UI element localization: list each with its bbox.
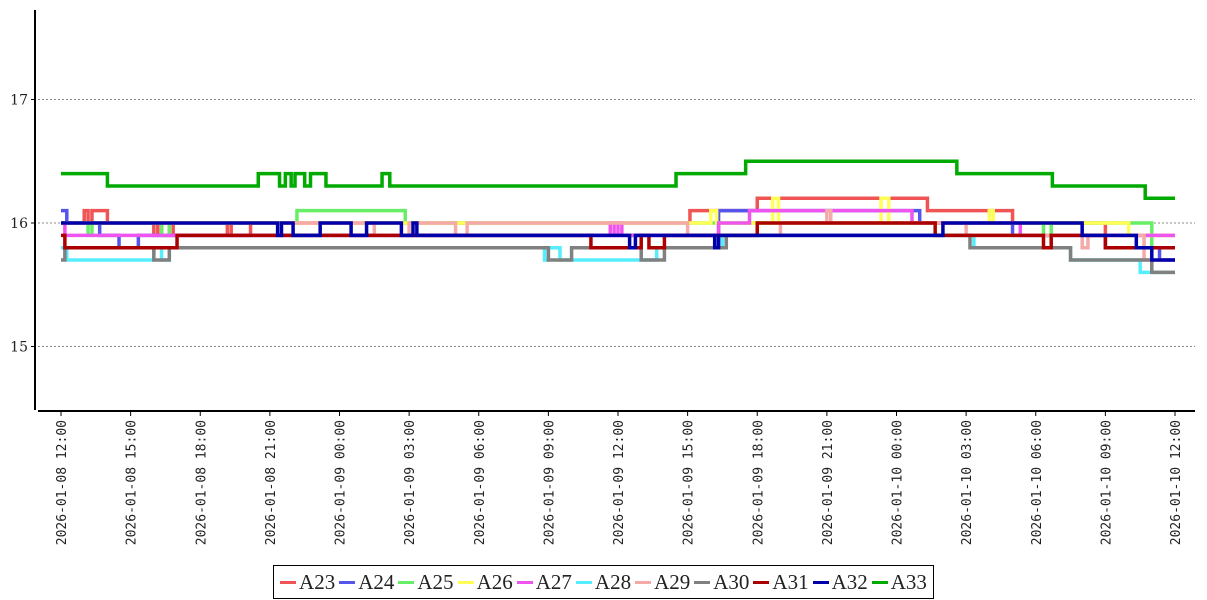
legend-label: A33 xyxy=(890,569,927,594)
x-tick-label: 2026-01-10 12:00 xyxy=(1169,420,1184,545)
series-line-a33 xyxy=(61,159,1175,201)
x-tick-label: 2026-01-10 06:00 xyxy=(1030,420,1045,545)
series-line-a31 xyxy=(61,221,1175,250)
y-tick-label: 15 xyxy=(10,340,28,356)
legend-label: A32 xyxy=(831,569,868,594)
x-tick-label: 2026-01-08 21:00 xyxy=(264,420,279,545)
legend-item-a31: A31 xyxy=(753,569,809,595)
series-line-a32 xyxy=(61,221,1175,262)
x-tick-label: 2026-01-09 15:00 xyxy=(682,420,697,545)
legend-item-a28: A28 xyxy=(575,569,632,595)
series-line-a28 xyxy=(61,233,1175,275)
legend-label: A28 xyxy=(594,569,632,594)
legend-item-a23: A23 xyxy=(280,570,335,595)
legend-item-a33: A33 xyxy=(871,569,927,595)
x-tick-label: 2026-01-09 00:00 xyxy=(334,420,349,545)
y-ticks: 15 16 17 xyxy=(10,93,35,356)
legend-swatch xyxy=(812,580,829,584)
y-tick-label: 17 xyxy=(10,93,28,109)
series-line-a23 xyxy=(61,196,1175,238)
x-tick-label: 2026-01-09 12:00 xyxy=(612,420,627,545)
legend-label: A31 xyxy=(772,569,809,594)
legend-item-a24: A24 xyxy=(339,570,394,595)
x-tick-label: 2026-01-09 06:00 xyxy=(473,420,488,545)
legend-item-a25: A25 xyxy=(398,569,454,595)
series-line-a30 xyxy=(61,233,1175,275)
x-tick-label: 2026-01-10 00:00 xyxy=(891,420,906,545)
x-tick-label: 2026-01-09 03:00 xyxy=(403,420,418,545)
legend-label: A29 xyxy=(654,569,691,594)
x-tick-label: 2026-01-09 09:00 xyxy=(542,420,557,545)
legend-item-a32: A32 xyxy=(812,569,868,595)
x-tick-label: 2026-01-08 18:00 xyxy=(194,420,209,545)
legend-swatch xyxy=(516,580,533,584)
legend-swatch xyxy=(871,580,888,584)
legend-label: A26 xyxy=(476,569,513,594)
y-tick-label: 16 xyxy=(10,216,28,232)
legend-swatch xyxy=(339,580,356,584)
legend-item-a26: A26 xyxy=(457,569,513,595)
legend-label: A30 xyxy=(713,569,750,594)
legend-swatch xyxy=(575,580,592,584)
legend-item-a30: A30 xyxy=(694,570,749,595)
series-line-a25 xyxy=(61,208,1175,250)
x-tick-label: 2026-01-08 12:00 xyxy=(55,420,70,545)
legend-swatch xyxy=(457,580,474,584)
x-tick-label: 2026-01-08 15:00 xyxy=(125,420,140,545)
series-line-a27 xyxy=(61,208,1175,238)
legend-label: A24 xyxy=(358,569,395,594)
legend-item-a29: A29 xyxy=(635,570,690,595)
x-tick-label: 2026-01-10 09:00 xyxy=(1099,420,1114,545)
legend-swatch xyxy=(753,580,770,584)
x-tick-label: 2026-01-09 21:00 xyxy=(821,420,836,545)
legend-label: A27 xyxy=(535,569,572,594)
legend: A23 A24 A25 A26 A27 A28 A29 A30 A31 A32 A33 xyxy=(273,565,934,599)
x-ticks: 2026-01-08 12:00 2026-01-08 15:00 2026-01-… xyxy=(55,411,1184,545)
series-lines xyxy=(61,159,1175,275)
legend-swatch xyxy=(280,580,297,584)
x-tick-label: 2026-01-09 18:00 xyxy=(751,420,766,545)
legend-swatch xyxy=(635,580,652,584)
legend-swatch xyxy=(398,580,415,584)
legend-item-a27: A27 xyxy=(516,569,572,595)
legend-swatch xyxy=(694,580,711,584)
legend-label: A23 xyxy=(299,569,336,594)
legend-label: A25 xyxy=(417,569,454,594)
x-tick-label: 2026-01-10 03:00 xyxy=(960,420,975,545)
